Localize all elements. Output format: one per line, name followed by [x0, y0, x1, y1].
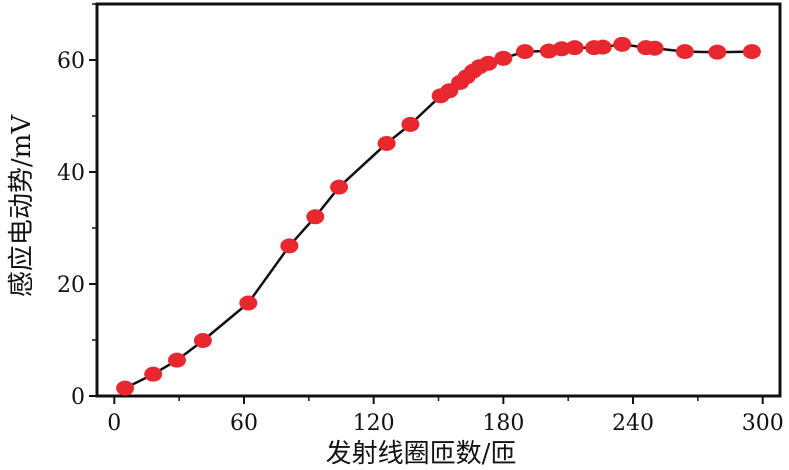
y-axis-ticks: 0 20 40 60: [57, 3, 97, 410]
x-tick-label: 300: [742, 411, 784, 436]
data-point: [193, 333, 212, 349]
data-point: [144, 366, 163, 382]
data-point: [479, 55, 498, 71]
y-tick-label: 20: [57, 273, 85, 298]
data-point: [306, 209, 325, 225]
data-point: [401, 116, 420, 132]
data-point: [675, 44, 694, 60]
data-point: [552, 41, 571, 57]
x-tick-label: 0: [107, 411, 121, 436]
x-tick-label: 120: [353, 411, 395, 436]
data-point: [708, 44, 727, 60]
series-markers-group: [116, 36, 761, 396]
data-point: [167, 352, 186, 368]
data-point: [515, 44, 534, 60]
x-axis-title: 发射线圈匝数/匝: [326, 439, 517, 469]
data-point: [645, 40, 664, 56]
data-point: [377, 135, 396, 151]
data-point: [613, 36, 632, 52]
y-axis-title: 感应电动势/mV: [7, 114, 37, 297]
data-point: [593, 39, 612, 55]
y-tick-label: 0: [71, 385, 85, 410]
x-tick-label: 240: [612, 411, 654, 436]
data-point: [239, 295, 258, 311]
x-tick-label: 180: [482, 411, 524, 436]
x-tick-label: 60: [230, 411, 258, 436]
data-point: [494, 50, 513, 66]
data-point: [280, 238, 299, 254]
data-point: [116, 380, 135, 396]
y-tick-label: 60: [57, 49, 85, 74]
data-point: [742, 44, 761, 60]
x-axis-ticks: 0 60 120 180 240 300: [107, 396, 784, 436]
data-point: [330, 179, 349, 195]
y-tick-label: 40: [57, 161, 85, 186]
data-point: [565, 40, 584, 56]
